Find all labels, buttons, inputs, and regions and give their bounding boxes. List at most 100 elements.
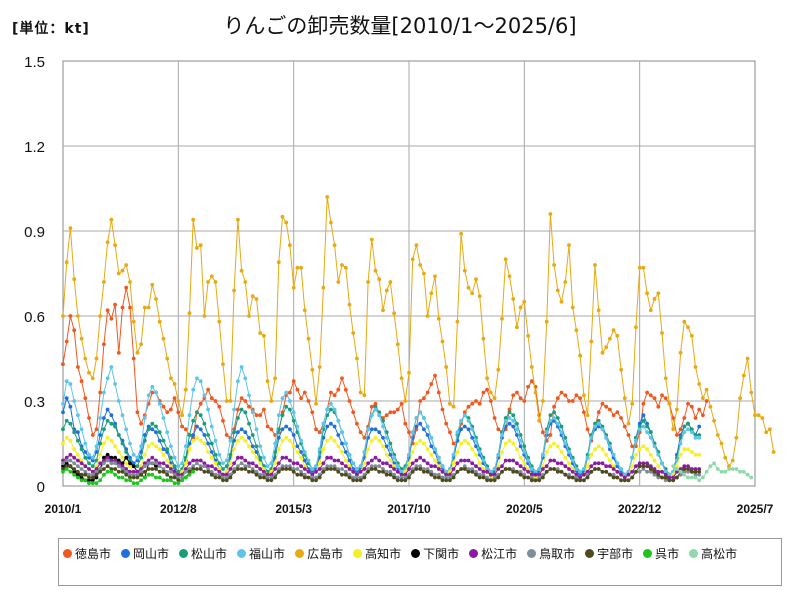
data-point	[299, 469, 303, 474]
data-point	[648, 308, 653, 313]
data-point	[500, 464, 504, 469]
legend-label: 福山市	[249, 546, 286, 561]
data-point	[247, 435, 251, 440]
data-point	[109, 469, 114, 474]
data-point	[206, 433, 211, 437]
data-point	[310, 367, 315, 372]
data-point	[392, 455, 396, 460]
data-point	[589, 464, 594, 469]
data-point	[64, 435, 69, 440]
data-point	[608, 407, 612, 412]
data-point	[451, 441, 456, 446]
data-point	[87, 475, 91, 480]
data-point	[291, 418, 296, 423]
data-point	[689, 430, 694, 435]
data-point	[120, 455, 125, 460]
data-point	[626, 472, 631, 477]
series-広島市	[61, 195, 776, 469]
data-point	[329, 421, 333, 426]
data-point	[384, 435, 389, 440]
data-point	[202, 441, 207, 446]
data-point	[518, 455, 523, 460]
data-point	[113, 458, 117, 463]
data-point	[347, 475, 352, 480]
data-point	[64, 455, 69, 460]
data-point	[94, 481, 99, 486]
data-point	[202, 393, 207, 398]
data-point	[276, 413, 281, 418]
data-point	[236, 379, 240, 384]
data-point	[418, 399, 423, 403]
data-point	[637, 461, 642, 466]
data-point	[288, 390, 292, 395]
data-point	[150, 467, 155, 471]
data-point	[462, 438, 467, 443]
data-point	[533, 469, 538, 474]
data-point	[332, 393, 337, 398]
y-axis-ticks: 0 0.3 0.6 0.9 1.2 1.5	[24, 54, 45, 496]
data-point	[135, 469, 140, 474]
data-point	[258, 472, 263, 477]
data-point	[217, 467, 222, 471]
data-point	[202, 421, 207, 426]
data-point	[377, 469, 382, 474]
data-point	[593, 447, 597, 452]
data-point	[515, 433, 519, 437]
data-point	[113, 467, 117, 471]
data-point	[288, 243, 292, 248]
data-point	[645, 447, 649, 452]
data-point	[407, 461, 411, 466]
data-point	[150, 282, 155, 287]
data-point	[113, 461, 117, 466]
data-point	[648, 467, 653, 471]
data-point	[165, 447, 170, 452]
data-point	[232, 469, 237, 474]
data-point	[302, 464, 307, 469]
data-point	[258, 467, 263, 471]
data-point	[436, 455, 441, 460]
data-point	[224, 399, 229, 403]
data-point	[154, 458, 158, 463]
data-point	[548, 458, 553, 463]
data-point	[529, 379, 534, 384]
data-point	[332, 464, 337, 469]
data-point	[131, 452, 136, 457]
data-point	[440, 407, 445, 412]
data-point	[105, 407, 110, 412]
data-point	[176, 472, 181, 477]
data-point	[325, 464, 330, 469]
data-point	[671, 464, 676, 469]
data-point	[399, 475, 404, 480]
data-point	[236, 217, 240, 222]
data-point	[563, 441, 568, 446]
data-point	[102, 458, 106, 463]
data-point	[102, 472, 106, 477]
data-point	[663, 475, 668, 480]
data-point	[422, 458, 426, 463]
series-松江市	[61, 452, 702, 480]
data-point	[336, 444, 341, 449]
legend-label: 下関市	[423, 546, 460, 561]
data-point	[116, 461, 121, 466]
data-point	[362, 467, 367, 471]
data-point	[630, 444, 635, 449]
data-point	[555, 469, 560, 474]
data-point	[291, 433, 296, 437]
data-point	[79, 379, 84, 384]
data-point	[395, 475, 400, 480]
data-point	[358, 464, 363, 469]
data-point	[671, 427, 676, 432]
data-point	[94, 458, 99, 463]
data-point	[455, 469, 460, 474]
data-point	[548, 467, 553, 471]
data-point	[697, 467, 702, 471]
data-point	[660, 469, 664, 474]
data-point	[567, 461, 571, 466]
data-point	[161, 447, 166, 452]
data-point	[314, 475, 318, 480]
series-line	[62, 365, 700, 476]
data-point	[157, 469, 162, 474]
data-point	[559, 299, 564, 304]
data-point	[135, 455, 140, 460]
data-point	[444, 478, 449, 483]
